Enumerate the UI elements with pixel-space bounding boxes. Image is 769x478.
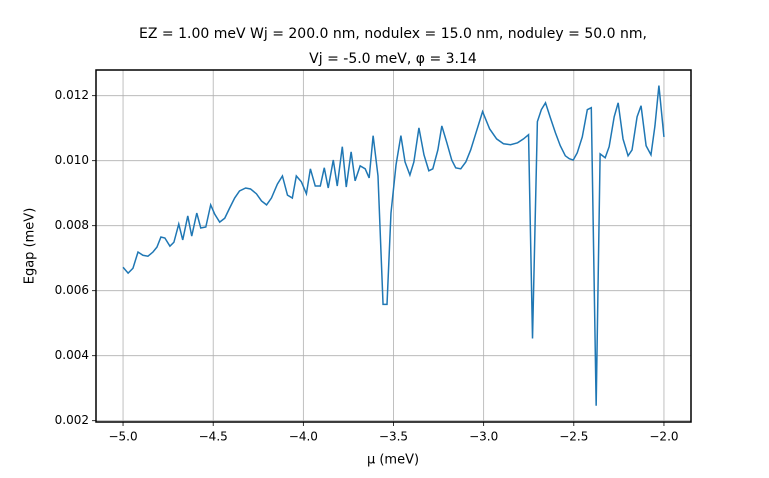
x-tick-label: −2.5 xyxy=(559,430,588,444)
y-axis-label: Egap (meV) xyxy=(23,208,38,285)
y-tick-label: 0.006 xyxy=(55,283,89,297)
x-axis-label: μ (meV) xyxy=(367,453,419,468)
x-tick-label: −4.0 xyxy=(289,430,318,444)
x-tick-label: −4.5 xyxy=(199,430,228,444)
y-tick-label: 0.004 xyxy=(55,348,89,362)
y-tick-label: 0.010 xyxy=(55,153,89,167)
data-line xyxy=(122,85,665,406)
y-tick-label: 0.012 xyxy=(55,88,89,102)
x-tick-label: −3.0 xyxy=(469,430,498,444)
y-tick-label: 0.008 xyxy=(55,218,89,232)
chart-title: Vj = -5.0 meV, φ = 3.14 xyxy=(309,51,477,67)
y-tick-label: 0.002 xyxy=(55,413,89,427)
chart-title: EZ = 1.00 meV Wj = 200.0 nm, nodulex = 1… xyxy=(139,26,647,42)
x-tick-label: −5.0 xyxy=(108,430,137,444)
x-tick-label: −2.0 xyxy=(649,430,678,444)
plot-frame xyxy=(95,69,692,423)
x-tick-label: −3.5 xyxy=(379,430,408,444)
